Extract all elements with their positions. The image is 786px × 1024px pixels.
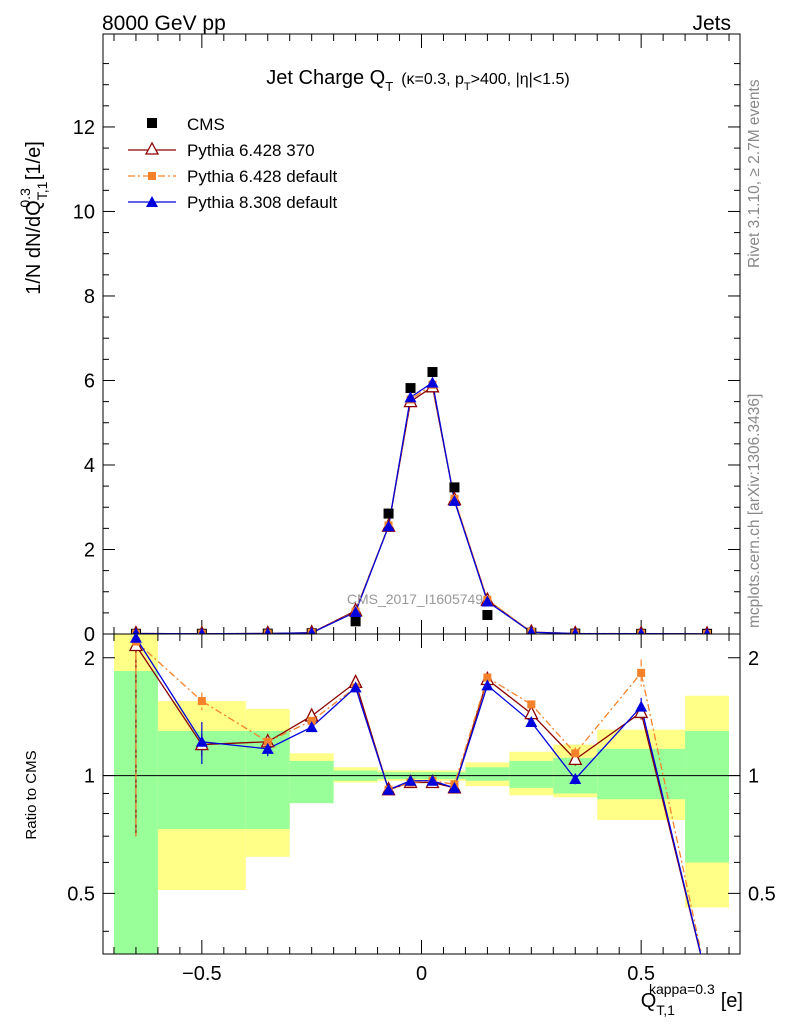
ratio-marker-s2-p2 — [261, 742, 274, 754]
y-tick-label: 6 — [84, 370, 95, 392]
ratio-marker-s2-p9 — [481, 679, 494, 691]
ratio-marker-s2-p12 — [635, 700, 648, 712]
y-tick-label: 8 — [84, 286, 95, 308]
main-title: Jet Charge QT (κ=0.3, pT>400, |η|<1.5) — [266, 67, 569, 94]
header-left: 8000 GeV pp — [102, 12, 226, 35]
title-sub: T — [385, 79, 393, 94]
title-detail-end: >400, |η|<1.5) — [471, 71, 570, 88]
svg-text:CMS: CMS — [187, 115, 225, 134]
ratio-marker-s1-p9 — [483, 673, 492, 682]
ratio-marker-s2-p4 — [349, 681, 362, 693]
marker-s3-p5 — [382, 520, 395, 532]
ratio-marker-s1-p12 — [637, 668, 646, 677]
ratio-marker-s2-p11 — [569, 772, 582, 784]
y-tick-label: 12 — [73, 117, 95, 139]
ratio-line-2 — [135, 637, 702, 954]
inner-band-bin-9 — [465, 767, 510, 781]
ratio-marker-s2-p5 — [382, 783, 395, 795]
marker-s0-p4 — [350, 616, 361, 627]
marker-s3-p0 — [132, 627, 140, 634]
x-axis-label: QT,1kappa=0.3[e] — [641, 981, 743, 1018]
svg-text:Pythia 6.428 370: Pythia 6.428 370 — [187, 141, 315, 160]
inner-band-bin-10 — [509, 760, 554, 788]
legend-pythia-6-default: Pythia 6.428 default — [128, 167, 338, 186]
marker-s0-p8 — [449, 482, 460, 493]
ratio-marker-s2-p8 — [448, 781, 461, 793]
ratio-y-tick-label-right: 2 — [748, 648, 759, 670]
series-line-3 — [135, 381, 708, 634]
inner-band-bin-13 — [685, 730, 730, 863]
ratio-marker-s1-p10 — [527, 700, 536, 709]
ratio-marker-s1-p11 — [571, 749, 580, 758]
ratio-y-tick-label: 1 — [84, 766, 95, 788]
ratio-marker-s1-p3 — [307, 716, 316, 725]
header-right: Jets — [692, 12, 731, 35]
marker-s3-p2 — [264, 627, 272, 634]
legend-pythia-6-370: Pythia 6.428 370 — [128, 141, 315, 160]
ratio-marker-s2-p6 — [404, 774, 417, 786]
marker-s3-p11 — [571, 627, 579, 634]
ratio-marker-s1-p1 — [197, 697, 206, 706]
marker-s3-p8 — [448, 494, 461, 506]
legend: CMS Pythia 6.428 370 Pythia 6.428 defaul… — [128, 115, 338, 212]
marker-s3-p6 — [404, 391, 417, 403]
marker-s3-p13 — [703, 627, 711, 634]
ratio-marker-s2-p10 — [525, 716, 538, 728]
ratio-marker-s1-p2 — [263, 737, 272, 746]
y-tick-label: 0 — [84, 624, 95, 646]
ratio-marker-s2-p0 — [129, 634, 142, 643]
title-main: Jet Charge Q — [266, 67, 385, 89]
y-tick-label: 2 — [84, 539, 95, 561]
ratio-marker-s2-p1 — [195, 735, 208, 747]
x-tick-label: 0.5 — [627, 963, 655, 985]
svg-text:Pythia 8.308 default: Pythia 8.308 default — [187, 193, 338, 212]
y-tick-label: 10 — [73, 201, 95, 223]
marker-s0-p6 — [405, 383, 416, 394]
ratio-y-tick-label-right: 0.5 — [748, 883, 776, 905]
main-data — [130, 367, 713, 634]
ratio-line-0 — [135, 645, 702, 954]
ratio-data — [128, 634, 703, 954]
ratio-panel: 0.5 0.5 1 1 2 2 −0.5 0 0.5 Ratio to CMS QT,1kapp… — [23, 633, 776, 1018]
marker-s3-p12 — [637, 627, 645, 634]
marker-s3-p4 — [349, 606, 362, 618]
ratio-marker-s0-p11 — [568, 750, 583, 766]
watermark: CMS_2017_I1605749 — [347, 591, 483, 607]
marker-s3-p10 — [527, 626, 536, 634]
marker-s3-p1 — [198, 627, 206, 634]
marker-s0-p7 — [427, 367, 438, 378]
ratio-y-label: Ratio to CMS — [23, 750, 40, 839]
marker-s3-p9 — [481, 595, 494, 607]
x-tick-label: −0.5 — [182, 963, 221, 985]
ratio-y-tick-label: 0.5 — [67, 883, 95, 905]
main-axes: 0 2 4 6 8 10 12 — [73, 33, 741, 646]
marker-s0-p9 — [482, 609, 493, 620]
svg-text:Pythia 6.428 default: Pythia 6.428 default — [187, 167, 338, 186]
marker-s3-p3 — [307, 626, 316, 634]
ratio-marker-s2-p3 — [305, 721, 318, 733]
mcplots-label: mcplots.cern.ch [arXiv:1306.3436] — [746, 393, 763, 628]
x-tick-label: 0 — [416, 963, 427, 985]
inner-band-bin-12 — [597, 748, 686, 800]
title-detail: (κ=0.3, p — [401, 71, 464, 88]
main-panel: 8000 GeV pp Jets Jet Charge QT (κ=0.3, pT… — [17, 12, 741, 646]
ratio-marker-s2-p7 — [426, 774, 439, 786]
y-tick-label: 4 — [84, 455, 95, 477]
ratio-line-1 — [135, 641, 703, 954]
y-axis-label: 1/N dN/dQT,10.3[1/e] — [17, 141, 50, 295]
marker-s0-p5 — [383, 508, 394, 519]
legend-pythia-8-default: Pythia 8.308 default — [128, 193, 338, 212]
ratio-bands — [113, 634, 730, 954]
legend-cms: CMS — [147, 115, 225, 134]
svg-text:Jet Charge QT(κ=0.3, pT>400, |: Jet Charge QT (κ=0.3, pT>400, |η|<1.5) — [266, 67, 569, 94]
marker-s3-p7 — [426, 376, 439, 388]
ratio-y-tick-label: 2 — [84, 648, 95, 670]
inner-band-bin-3 — [289, 760, 334, 804]
ratio-y-tick-label-right: 1 — [748, 766, 759, 788]
rivet-label: Rivet 3.1.10, ≥ 2.7M events — [746, 79, 763, 268]
ratio-axes: 0.5 0.5 1 1 2 2 −0.5 0 0.5 — [67, 633, 776, 985]
title-detail-sub: T — [464, 81, 471, 93]
